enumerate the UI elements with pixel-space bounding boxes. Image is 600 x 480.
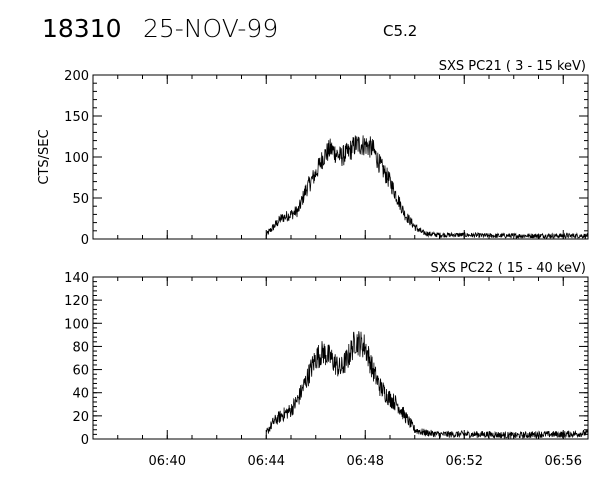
y-tick-label: 20 — [72, 410, 89, 425]
y-tick-label: 120 — [64, 294, 89, 309]
panel-title-1: SXS PC21 ( 3 - 15 keV) — [439, 59, 586, 74]
x-tick-label: 06:56 — [545, 454, 582, 469]
y-tick-label: 200 — [64, 69, 89, 84]
y-tick-label: 80 — [72, 340, 89, 355]
x-tick-label: 06:48 — [347, 454, 384, 469]
y-axis-label: CTS/SEC — [37, 129, 52, 184]
x-tick-label: 06:40 — [149, 454, 186, 469]
event-date: 25-NOV-99 — [143, 14, 279, 43]
flare-class: C5.2 — [383, 22, 418, 40]
y-tick-label: 0 — [81, 433, 89, 448]
y-tick-label: 50 — [72, 192, 89, 207]
x-tick-label: 06:52 — [446, 454, 483, 469]
x-tick-label: 06:44 — [248, 454, 285, 469]
y-tick-label: 140 — [64, 271, 89, 286]
y-tick-label: 40 — [72, 387, 89, 402]
y-tick-label: 0 — [81, 233, 89, 248]
plot-frame-2 — [92, 276, 589, 440]
y-tick-label: 100 — [64, 151, 89, 166]
y-tick-label: 100 — [64, 317, 89, 332]
panel-title-2: SXS PC22 ( 15 - 40 keV) — [430, 261, 586, 276]
y-tick-label: 60 — [72, 364, 89, 379]
series-line-1-1 — [265, 135, 589, 240]
event-id: 18310 — [42, 14, 122, 43]
y-tick-label: 150 — [64, 110, 89, 125]
series-line-2-1 — [265, 331, 589, 440]
